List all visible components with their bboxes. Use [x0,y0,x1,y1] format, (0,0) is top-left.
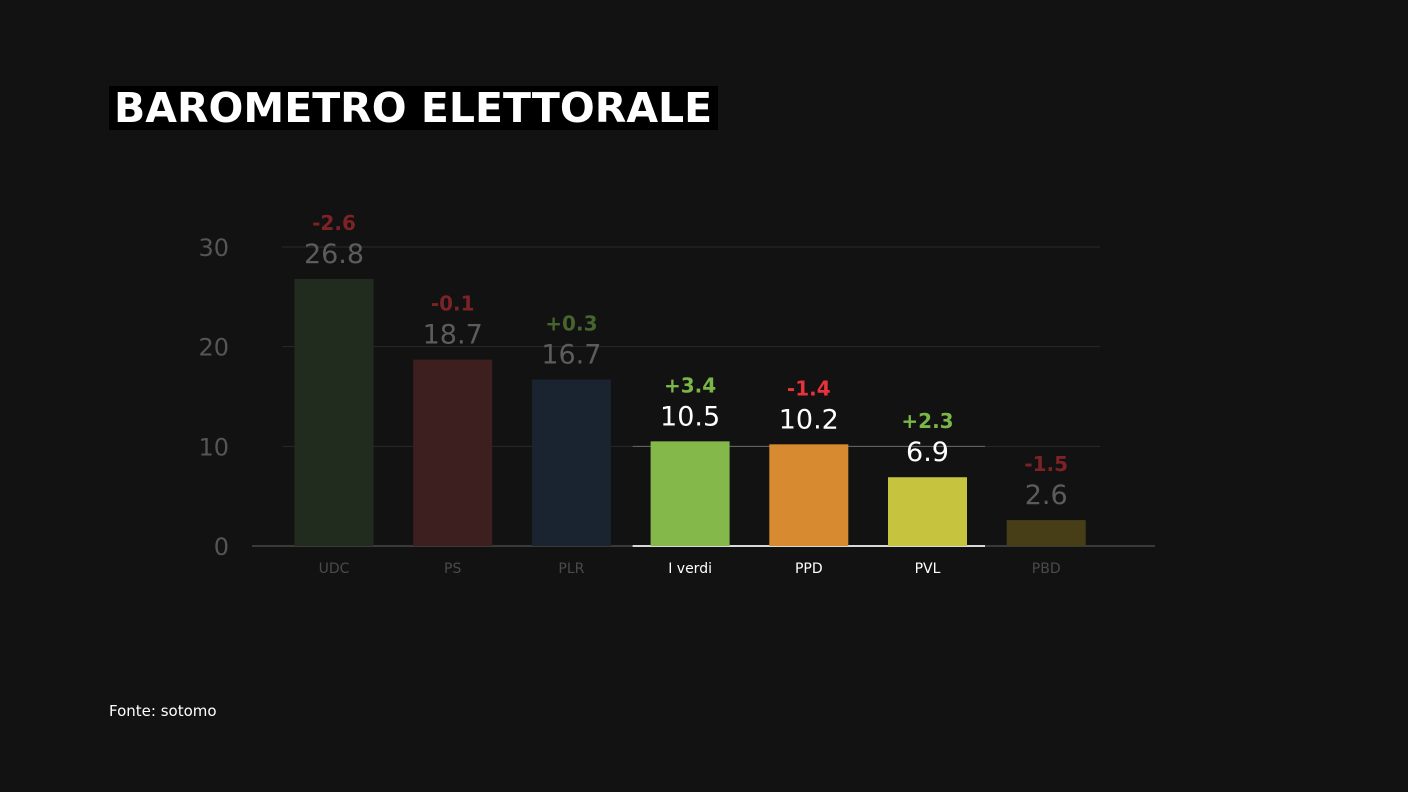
change-label: -1.4 [787,376,831,400]
bar [888,477,967,546]
change-label: +2.3 [901,409,953,433]
y-tick-label: 0 [214,533,229,561]
value-label: 18.7 [423,320,483,351]
category-label: UDC [319,561,350,577]
bar [650,441,730,546]
y-tick-label: 10 [198,433,229,461]
y-tick-label: 30 [198,234,229,262]
bar [1006,520,1086,546]
change-label: +3.4 [664,373,716,397]
change-label: +0.3 [545,312,597,336]
value-label: 26.8 [304,239,364,270]
change-label: -2.6 [312,211,356,235]
value-label: 6.9 [906,437,949,468]
category-label: PLR [558,561,584,577]
category-label: PVL [915,561,941,577]
value-label: 10.2 [779,404,839,435]
y-tick-label: 20 [198,334,229,362]
change-label: -0.1 [431,292,475,316]
value-label: 10.5 [660,401,720,432]
bar [769,444,849,546]
value-label: 2.6 [1025,480,1068,511]
category-label: I verdi [668,561,712,577]
category-label: PPD [795,561,823,577]
source-note: Fonte: sotomo [109,702,217,720]
category-label: PBD [1032,561,1061,577]
bar [294,278,374,546]
bar [413,359,493,546]
change-label: -1.5 [1024,452,1068,476]
bar [531,379,611,546]
chart-title-box: BAROMETRO ELETTORALE [109,84,719,132]
category-label: PS [444,561,461,577]
chart-title: BAROMETRO ELETTORALE [114,84,713,132]
value-label: 16.7 [541,340,601,371]
